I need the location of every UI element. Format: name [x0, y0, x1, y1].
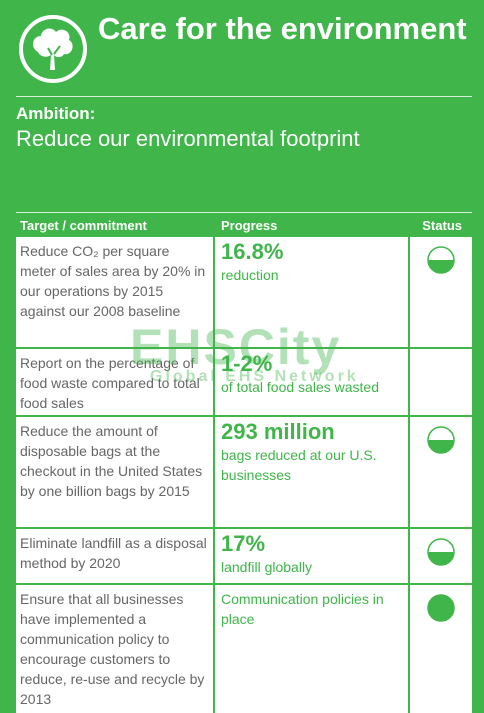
table-row: Ensure that all businesses have implemen… — [16, 585, 472, 713]
divider — [16, 96, 472, 97]
progress: Communication policies in place — [215, 585, 410, 713]
table-header: Target / commitment Progress Status — [16, 212, 472, 237]
progress: 16.8% reduction — [215, 237, 410, 347]
status — [410, 585, 472, 713]
target: Reduce the amount of disposable bags at … — [16, 417, 215, 527]
status-icon — [427, 594, 455, 622]
progress: 293 million bags reduced at our U.S. busi… — [215, 417, 410, 527]
target: Reduce CO₂ per square meter of sales are… — [16, 237, 215, 347]
table-row: Eliminate landfill as a disposal method … — [16, 529, 472, 585]
progress-value: 293 million — [221, 419, 335, 444]
column-header: Status — [422, 217, 462, 233]
table-body: Reduce CO₂ per square meter of sales are… — [16, 237, 472, 713]
progress-note: of total food sales wasted — [221, 379, 379, 395]
table: Target / commitment Progress Status Redu… — [16, 212, 472, 713]
status — [410, 349, 472, 415]
progress-note: bags reduced at our U.S. businesses — [221, 447, 377, 483]
progress: 1-2% of total food sales wasted — [215, 349, 410, 415]
status — [410, 529, 472, 583]
progress-note: reduction — [221, 267, 279, 283]
progress-note: Communication policies in place — [221, 591, 384, 627]
progress-value: 1-2% — [221, 351, 273, 376]
target: Ensure that all businesses have implemen… — [16, 585, 215, 713]
table-row: Reduce the amount of disposable bags at … — [16, 417, 472, 529]
status-icon — [427, 246, 455, 274]
progress-value: 17% — [221, 531, 266, 556]
status — [410, 417, 472, 527]
progress-value: 16.8% — [221, 239, 284, 264]
status — [410, 237, 472, 347]
progress-note: landfill globally — [221, 559, 313, 575]
target: Report on the percentage of food waste c… — [16, 349, 215, 415]
ambition: Reduce our environmental footprint — [16, 126, 360, 151]
status-icon — [427, 426, 455, 454]
target: Eliminate landfill as a disposal method … — [16, 529, 215, 583]
column-header: Target / commitment — [20, 217, 147, 233]
column-header: Progress — [221, 217, 278, 233]
status-icon — [427, 538, 455, 566]
tree-icon — [19, 15, 87, 83]
progress: 17% landfill globally — [215, 529, 410, 583]
table-row: Reduce CO₂ per square meter of sales are… — [16, 237, 472, 349]
ambition-label: Ambition: — [16, 104, 96, 123]
title: Care for the environment — [98, 11, 467, 46]
table-row: Report on the percentage of food waste c… — [16, 349, 472, 417]
